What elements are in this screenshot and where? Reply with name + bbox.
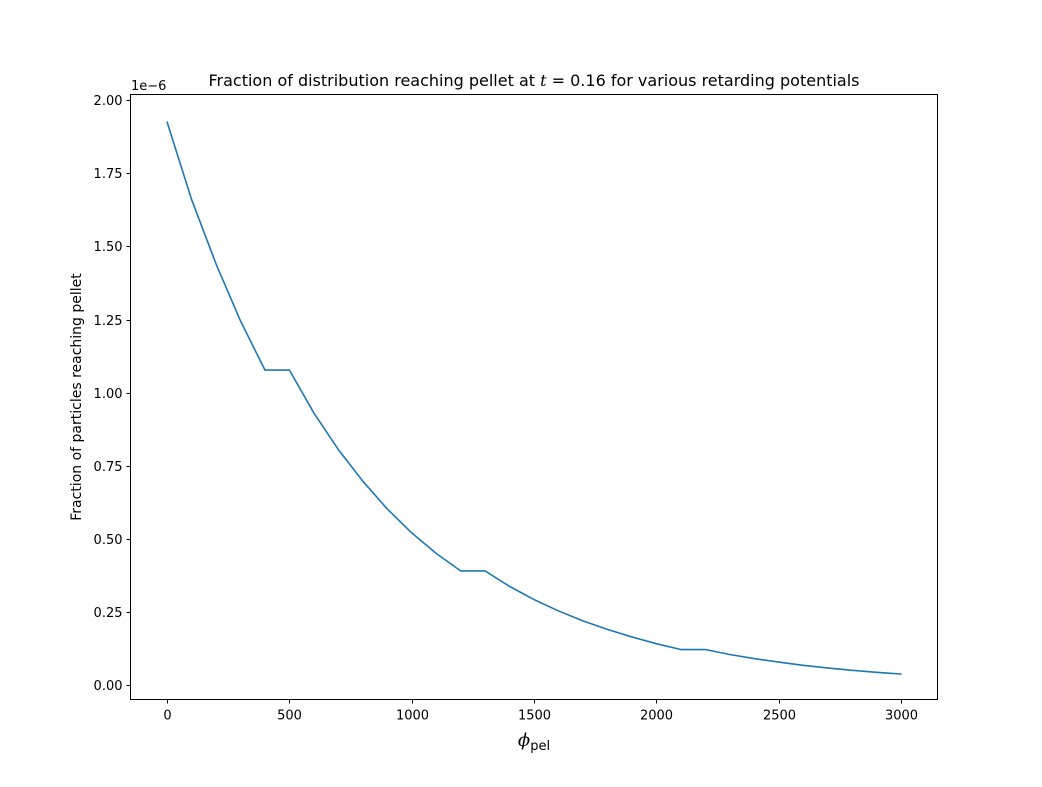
- x-tick-label: 1500: [518, 709, 551, 724]
- x-tick-label: 500: [277, 709, 302, 724]
- y-tick-label: 0.50: [94, 533, 123, 548]
- axes-frame: [130, 94, 938, 700]
- chart-title: Fraction of distribution reaching pellet…: [208, 71, 859, 90]
- series-line: [166, 121, 902, 675]
- x-axis-label: ϕpel: [518, 730, 550, 754]
- y-tick-label: 1.25: [94, 314, 123, 329]
- y-tick-label: 2.00: [94, 94, 123, 109]
- x-tick-label: 3000: [885, 709, 918, 724]
- x-tick-label: 1000: [396, 709, 429, 724]
- y-tick-label: 0.75: [94, 460, 123, 475]
- plot-area: 0 500 1000 1500 2000 2500 3000 0.00 0.25 0.50 0.75…: [94, 94, 919, 724]
- y-tick-label: 1.50: [94, 240, 123, 255]
- y-tick-label: 1.75: [94, 167, 123, 182]
- x-tick-label: 2000: [640, 709, 673, 724]
- y-axis-label: Fraction of particles reaching pellet: [69, 273, 85, 521]
- y-tick-label: 0.25: [94, 606, 123, 621]
- y-tick-label: 0.00: [94, 679, 123, 694]
- y-tick-label: 1.00: [94, 387, 123, 402]
- y-offset-label: 1e−6: [131, 79, 166, 94]
- x-tick-label: 2500: [763, 709, 796, 724]
- x-tick-label: 0: [163, 709, 171, 724]
